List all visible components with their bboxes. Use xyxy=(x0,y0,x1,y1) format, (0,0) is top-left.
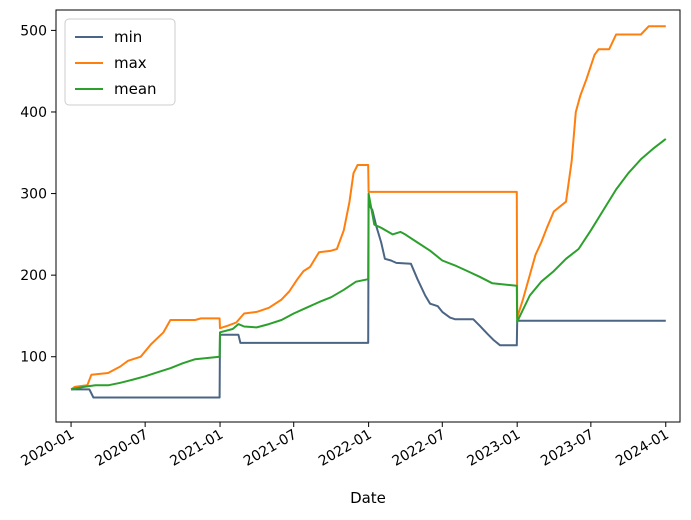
x-tick-label: 2020-07 xyxy=(92,427,151,470)
legend: min max mean xyxy=(64,18,176,106)
x-tick-label: 2020-01 xyxy=(18,427,77,470)
x-tick-label: 2022-01 xyxy=(316,427,375,470)
series-line-max xyxy=(70,25,666,391)
y-axis: 100 200 300 400 500 xyxy=(20,23,56,366)
plot-lines xyxy=(70,25,667,399)
legend-label-min: min xyxy=(114,28,142,46)
legend-label-mean: mean xyxy=(114,80,157,98)
x-tick-label: 2021-07 xyxy=(241,427,300,470)
x-tick-label: 2024-01 xyxy=(613,427,672,470)
x-axis: 2020-01 2020-07 2021-01 2021-07 2022-01 2022-… xyxy=(18,422,672,470)
legend-label-max: max xyxy=(114,54,147,72)
series-line-mean xyxy=(70,138,667,391)
x-axis-title: Date xyxy=(350,489,386,507)
x-tick-label: 2021-01 xyxy=(167,427,226,470)
y-tick-label: 100 xyxy=(20,350,47,366)
legend-box xyxy=(64,18,176,106)
x-tick-label: 2022-07 xyxy=(390,427,449,470)
plot-frame xyxy=(55,9,681,423)
y-tick-label: 300 xyxy=(20,187,47,203)
x-tick-label: 2023-07 xyxy=(538,427,597,470)
x-tick-label: 2023-01 xyxy=(465,427,524,470)
series-line-min xyxy=(71,203,666,399)
y-tick-label: 400 xyxy=(20,105,47,121)
y-tick-label: 200 xyxy=(20,268,47,284)
y-tick-label: 500 xyxy=(20,23,47,39)
